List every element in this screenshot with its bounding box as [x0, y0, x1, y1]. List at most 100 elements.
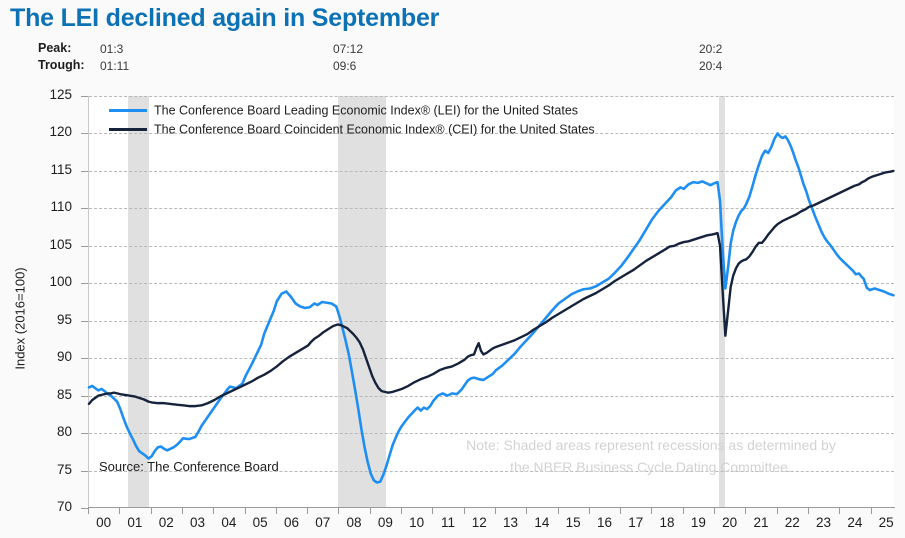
legend-swatch-lei: [109, 109, 147, 113]
x-tick-mark: [557, 508, 559, 514]
y-tick-mark: [81, 133, 88, 135]
x-tick-label: 03: [190, 515, 206, 530]
y-tick-label: 90: [56, 349, 72, 365]
peak-value-1: 01:3: [100, 42, 124, 56]
legend-item-lei: The Conference Board Leading Economic In…: [109, 103, 595, 122]
peak-label: Peak:: [38, 41, 72, 55]
x-tick-mark: [588, 508, 590, 514]
x-tick-label: 22: [784, 515, 800, 530]
x-tick-mark: [463, 508, 465, 514]
x-tick-mark: [839, 508, 841, 514]
x-tick-label: 01: [127, 515, 143, 530]
y-tick-mark: [81, 395, 88, 397]
y-tick-mark: [81, 283, 88, 285]
x-tick-label: 07: [315, 515, 331, 530]
x-tick-label: 02: [158, 515, 174, 530]
legend-swatch-cei: [109, 128, 147, 132]
y-tick-label: 100: [49, 274, 72, 290]
y-tick-label: 115: [50, 161, 72, 177]
gridline: [89, 133, 894, 135]
x-tick-label: 08: [346, 515, 362, 530]
recession-note-line2: the NBER Business Cycle Dating Committee…: [510, 459, 792, 475]
y-tick-mark: [81, 208, 88, 210]
x-tick-mark: [244, 508, 246, 514]
y-tick-label: 125: [49, 87, 72, 102]
y-tick-label: 95: [56, 311, 72, 327]
x-tick-mark: [119, 508, 121, 514]
x-tick-label: 20: [722, 515, 738, 530]
x-tick-label: 19: [690, 515, 706, 530]
y-tick-label: 120: [49, 124, 72, 140]
gridline: [89, 96, 894, 97]
gridline: [89, 320, 894, 322]
recession-band-1: [128, 96, 150, 508]
cei-line: [87, 169, 895, 408]
y-tick-mark: [81, 470, 88, 472]
y-tick-label: 110: [50, 199, 72, 215]
recession-note: Note: Shaded areas represent recessions …: [416, 434, 886, 478]
x-tick-mark: [275, 508, 277, 514]
y-tick-label: 75: [56, 461, 72, 477]
x-axis-line: [88, 507, 895, 508]
x-tick-mark: [807, 508, 809, 514]
x-tick-label: 05: [252, 515, 268, 530]
y-axis: Index (2016=100) 70 75 80 85 90 95 100 105 110 11…: [0, 87, 88, 514]
x-tick-label: 17: [628, 515, 644, 530]
x-tick-mark: [401, 508, 402, 514]
y-tick-mark: [81, 358, 88, 360]
x-tick-label: 11: [440, 515, 455, 530]
x-tick-label: 16: [596, 515, 612, 530]
x-tick-label: 18: [659, 515, 675, 530]
y-tick-label: 105: [49, 236, 72, 252]
gridline: [89, 283, 894, 285]
x-tick-mark: [745, 508, 747, 514]
gridline: [89, 245, 894, 247]
trough-value-1: 01:11: [100, 59, 130, 73]
y-axis-title: Index (2016=100): [12, 267, 28, 370]
x-tick-mark: [714, 508, 716, 514]
x-tick-mark: [369, 508, 371, 514]
x-tick-label: 21: [753, 515, 769, 530]
x-tick-mark: [682, 508, 684, 514]
x-tick-mark: [870, 508, 872, 514]
plot-area: The Conference Board Leading Economic In…: [87, 96, 895, 508]
x-tick-label: 13: [503, 515, 519, 530]
x-tick-label: 14: [534, 515, 550, 530]
gridline: [89, 395, 894, 397]
y-tick-mark: [81, 96, 88, 97]
trough-value-2: 09:6: [333, 59, 357, 73]
x-tick-mark: [432, 508, 434, 514]
x-tick-label: 06: [283, 515, 299, 530]
x-tick-mark: [494, 508, 496, 514]
gridline: [89, 170, 894, 172]
x-tick-mark: [651, 508, 653, 514]
legend: The Conference Board Leading Economic In…: [109, 103, 595, 141]
x-tick-label: 04: [221, 515, 237, 530]
series-lines: [87, 132, 895, 484]
x-tick-label: 15: [565, 515, 581, 530]
peak-value-3: 20:2: [699, 42, 723, 56]
x-tick-mark: [620, 508, 622, 514]
x-tick-mark: [776, 508, 778, 514]
x-tick-label: 09: [377, 515, 393, 530]
gridline: [89, 470, 894, 472]
y-tick-mark: [81, 433, 88, 435]
x-tick-mark: [181, 508, 183, 514]
y-tick-mark: [81, 170, 88, 172]
peak-value-2: 07:12: [333, 42, 364, 56]
y-tick-label: 85: [56, 386, 72, 402]
trough-label: Trough:: [38, 58, 85, 72]
y-tick-mark: [81, 245, 88, 247]
x-tick-mark: [213, 508, 215, 514]
x-tick-mark: [526, 508, 528, 514]
legend-label-cei: The Conference Board Coincident Economic…: [154, 122, 595, 137]
gridline: [89, 358, 894, 360]
y-tick-label: 70: [56, 499, 72, 514]
x-tick-mark: [338, 508, 340, 514]
x-tick-mark: [88, 508, 89, 514]
x-tick-label: 23: [816, 515, 832, 530]
source-note: Source: The Conference Board: [99, 459, 279, 474]
lei-line: [87, 132, 895, 484]
x-tick-mark: [307, 508, 309, 514]
